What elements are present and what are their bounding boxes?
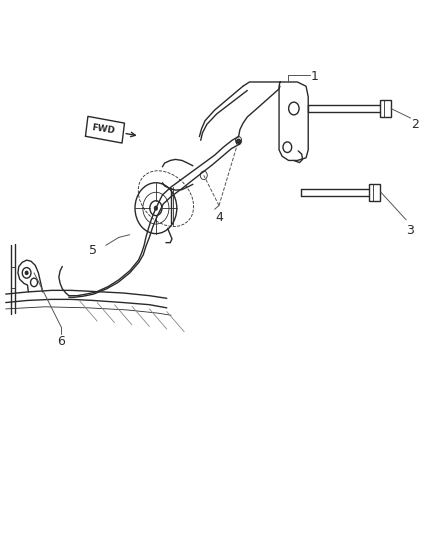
Text: 6: 6: [57, 335, 65, 348]
Text: 3: 3: [406, 224, 414, 237]
Text: 4: 4: [215, 211, 223, 224]
Bar: [369, 184, 380, 201]
Text: FWD: FWD: [91, 123, 116, 135]
Text: 5: 5: [89, 244, 97, 257]
Text: 1: 1: [311, 70, 319, 83]
Circle shape: [237, 139, 241, 144]
Circle shape: [154, 206, 158, 211]
Text: 2: 2: [411, 118, 419, 131]
Bar: [380, 100, 391, 117]
Circle shape: [25, 271, 28, 274]
